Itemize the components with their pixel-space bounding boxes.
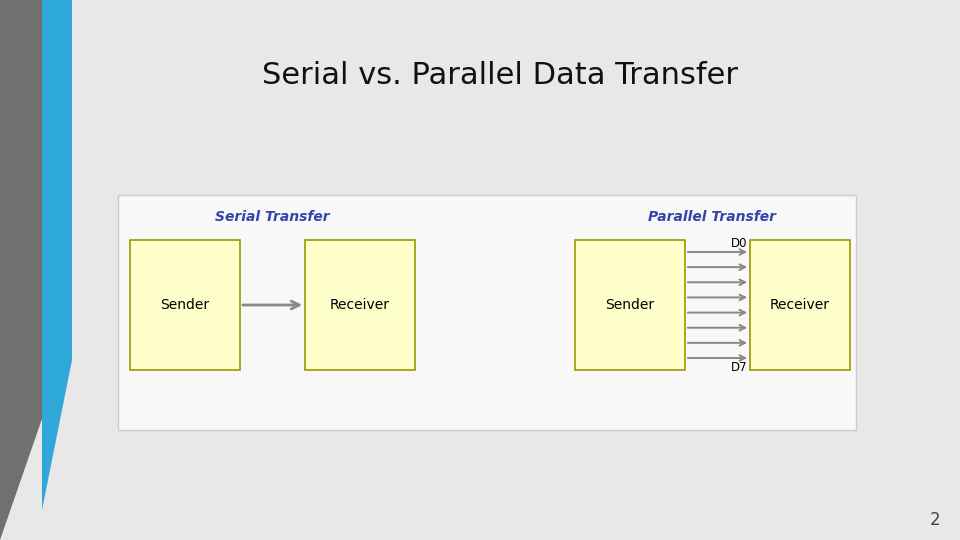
Text: Serial vs. Parallel Data Transfer: Serial vs. Parallel Data Transfer: [262, 60, 738, 90]
Bar: [305, 240, 415, 370]
Text: D0: D0: [731, 237, 747, 250]
Text: Receiver: Receiver: [770, 298, 830, 312]
Text: 2: 2: [929, 511, 940, 529]
Text: D7: D7: [731, 361, 747, 374]
Polygon shape: [42, 0, 72, 510]
Text: Receiver: Receiver: [330, 298, 390, 312]
Polygon shape: [0, 0, 52, 540]
Text: Sender: Sender: [160, 298, 209, 312]
Bar: [118, 195, 856, 430]
Bar: [750, 240, 850, 370]
Bar: [130, 240, 240, 370]
Bar: [575, 240, 685, 370]
Text: Serial Transfer: Serial Transfer: [215, 210, 330, 224]
Text: Parallel Transfer: Parallel Transfer: [649, 210, 777, 224]
Text: Sender: Sender: [606, 298, 655, 312]
